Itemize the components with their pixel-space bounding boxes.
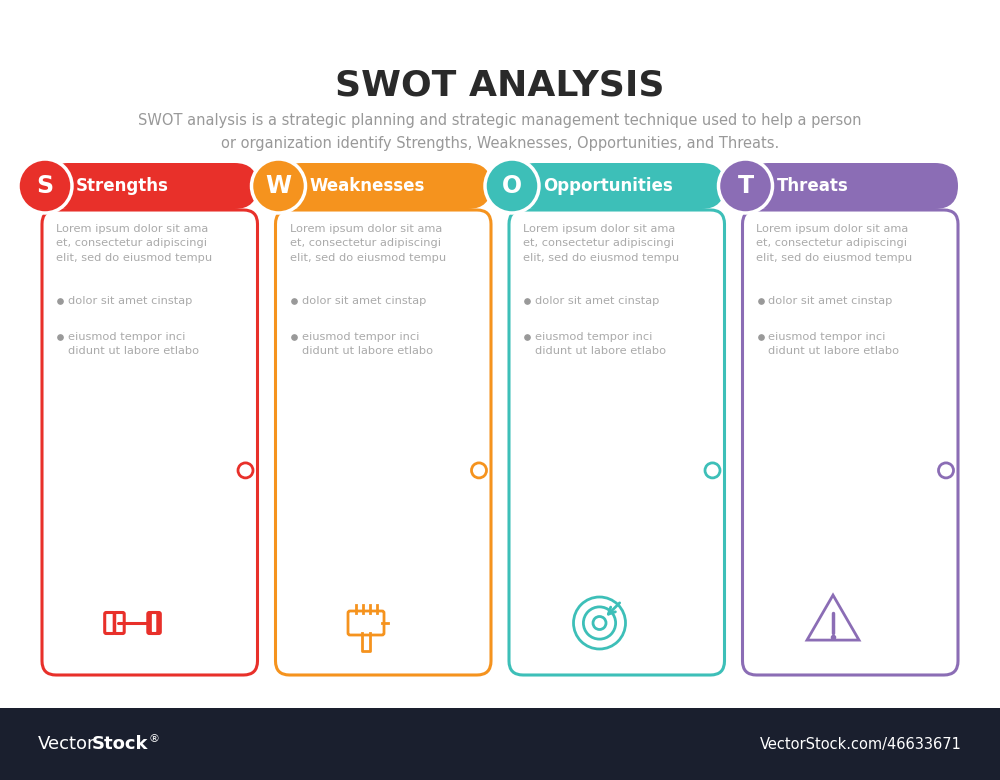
FancyBboxPatch shape	[512, 163, 724, 209]
Text: dolor sit amet cinstap: dolor sit amet cinstap	[68, 296, 192, 306]
Text: Lorem ipsum dolor sit ama
et, consectetur adipiscingi
elit, sed do eiusmod tempu: Lorem ipsum dolor sit ama et, consectetu…	[523, 224, 679, 263]
Text: T: T	[737, 174, 754, 198]
Circle shape	[718, 159, 772, 213]
Text: eiusmod tempor inci
didunt ut labore etlabo: eiusmod tempor inci didunt ut labore etl…	[535, 332, 666, 356]
FancyBboxPatch shape	[45, 163, 258, 209]
Text: Lorem ipsum dolor sit ama
et, consectetur adipiscingi
elit, sed do eiusmod tempu: Lorem ipsum dolor sit ama et, consectetu…	[757, 224, 913, 263]
Text: O: O	[502, 174, 522, 198]
Text: Opportunities: Opportunities	[543, 177, 673, 195]
Text: Lorem ipsum dolor sit ama
et, consectetur adipiscingi
elit, sed do eiusmod tempu: Lorem ipsum dolor sit ama et, consectetu…	[290, 224, 446, 263]
Circle shape	[18, 159, 72, 213]
Text: ®: ®	[148, 734, 159, 744]
Text: Weaknesses: Weaknesses	[310, 177, 425, 195]
Text: eiusmod tempor inci
didunt ut labore etlabo: eiusmod tempor inci didunt ut labore etl…	[68, 332, 199, 356]
Text: Stock: Stock	[92, 735, 148, 753]
Text: eiusmod tempor inci
didunt ut labore etlabo: eiusmod tempor inci didunt ut labore etl…	[302, 332, 433, 356]
Text: dolor sit amet cinstap: dolor sit amet cinstap	[535, 296, 659, 306]
FancyBboxPatch shape	[278, 163, 491, 209]
Text: SWOT ANALYSIS: SWOT ANALYSIS	[335, 68, 665, 102]
Text: dolor sit amet cinstap: dolor sit amet cinstap	[302, 296, 426, 306]
Text: Vector: Vector	[38, 735, 96, 753]
Text: Threats: Threats	[776, 177, 848, 195]
Text: dolor sit amet cinstap: dolor sit amet cinstap	[768, 296, 893, 306]
Text: S: S	[36, 174, 54, 198]
Bar	[0, 708, 1000, 780]
Text: SWOT analysis is a strategic planning and strategic management technique used to: SWOT analysis is a strategic planning an…	[138, 113, 862, 151]
FancyBboxPatch shape	[746, 163, 958, 209]
Text: W: W	[266, 174, 292, 198]
Circle shape	[485, 159, 539, 213]
Circle shape	[252, 159, 306, 213]
Text: eiusmod tempor inci
didunt ut labore etlabo: eiusmod tempor inci didunt ut labore etl…	[768, 332, 900, 356]
Text: Lorem ipsum dolor sit ama
et, consectetur adipiscingi
elit, sed do eiusmod tempu: Lorem ipsum dolor sit ama et, consectetu…	[56, 224, 212, 263]
Text: VectorStock.com/46633671: VectorStock.com/46633671	[760, 736, 962, 751]
Text: Strengths: Strengths	[76, 177, 169, 195]
